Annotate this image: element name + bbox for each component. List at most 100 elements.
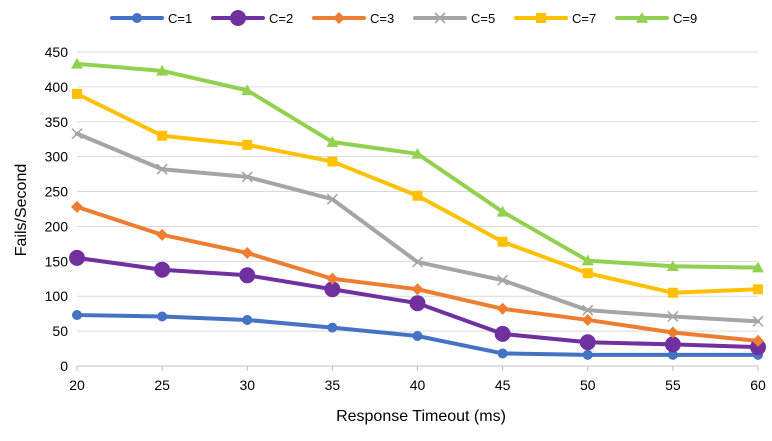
data-point-c3 xyxy=(411,283,424,296)
marker-stroke xyxy=(582,304,594,316)
y-tick-label: 400 xyxy=(45,79,69,95)
x-tick-label: 45 xyxy=(495,377,511,393)
legend: C=1 C=2 C=3 C=5 C=7 C=9 xyxy=(110,10,697,26)
x-tick-label: 20 xyxy=(69,377,85,393)
axes: 0 50 100 150 200 250 300 350 400 450 20 25 30 35 40 45 5… xyxy=(45,44,766,393)
y-tick-label: 250 xyxy=(45,184,69,200)
data-point-c3 xyxy=(496,302,509,315)
data-point-c7 xyxy=(327,156,338,167)
x-tick-label: 50 xyxy=(580,377,596,393)
data-point-c5 xyxy=(156,163,168,175)
data-point-c7 xyxy=(72,88,82,99)
data-point-c1 xyxy=(667,349,678,360)
data-point-c2 xyxy=(664,336,681,353)
data-point-c7 xyxy=(582,268,593,279)
data-point-c3 xyxy=(156,228,169,241)
data-point-c5 xyxy=(497,274,509,286)
legend-swatch-marker xyxy=(636,12,648,23)
x-tick-label: 40 xyxy=(410,377,426,393)
y-tick-label: 0 xyxy=(60,358,68,374)
legend-label: C=5 xyxy=(471,11,495,26)
y-tick-label: 450 xyxy=(45,44,69,60)
data-point-c9 xyxy=(496,205,509,217)
y-tick-label: 150 xyxy=(45,253,69,269)
legend-item-c5: C=5 xyxy=(413,11,495,26)
legend-item-c2: C=2 xyxy=(211,10,293,26)
legend-item-c9: C=9 xyxy=(615,11,697,26)
y-tick-label: 350 xyxy=(45,114,69,130)
data-point-c1 xyxy=(412,330,423,341)
marker-stroke xyxy=(71,128,83,140)
x-tick-label: 30 xyxy=(239,377,255,393)
series-markers xyxy=(69,57,766,360)
data-point-c9 xyxy=(752,261,764,273)
data-point-c5 xyxy=(326,193,338,205)
data-point-c7 xyxy=(242,139,253,150)
x-axis-title: Response Timeout (ms) xyxy=(336,408,506,425)
marker-stroke xyxy=(752,315,764,327)
marker-stroke xyxy=(411,256,424,268)
data-point-c2 xyxy=(239,267,256,284)
data-point-c5 xyxy=(752,315,764,327)
legend-label: C=3 xyxy=(370,11,394,26)
data-point-c9 xyxy=(156,64,169,76)
data-point-c1 xyxy=(72,310,82,321)
data-point-c7 xyxy=(157,130,168,141)
y-tick-label: 50 xyxy=(52,323,68,339)
data-point-c3 xyxy=(752,334,764,347)
marker-stroke xyxy=(667,310,679,323)
data-point-c5 xyxy=(582,304,594,316)
y-axis-title: Fails/Second xyxy=(13,164,30,257)
data-point-c2 xyxy=(409,295,426,312)
data-point-c7 xyxy=(412,190,423,201)
y-tick-label: 200 xyxy=(45,218,69,234)
legend-swatch-marker xyxy=(434,12,446,24)
data-point-c7 xyxy=(497,236,508,247)
data-point-c7 xyxy=(753,284,763,295)
marker-stroke xyxy=(434,12,446,24)
data-point-c2 xyxy=(69,249,85,266)
x-tick-label: 60 xyxy=(750,377,766,393)
legend-item-c1: C=1 xyxy=(110,11,192,26)
y-tick-label: 300 xyxy=(45,149,69,165)
data-point-c2 xyxy=(750,339,766,356)
data-point-c3 xyxy=(666,326,679,339)
marker-stroke xyxy=(326,193,338,205)
legend-label: C=1 xyxy=(168,11,192,26)
data-point-c9 xyxy=(241,84,254,96)
legend-swatch-marker xyxy=(333,12,345,24)
data-point-c1 xyxy=(582,349,593,360)
x-tick-label: 55 xyxy=(665,377,681,393)
series-line-c3 xyxy=(75,204,760,343)
data-point-c2 xyxy=(579,334,596,351)
data-point-c1 xyxy=(242,314,253,325)
x-tick-label: 25 xyxy=(154,377,170,393)
legend-item-c7: C=7 xyxy=(514,11,596,26)
data-point-c9 xyxy=(581,254,594,266)
legend-item-c3: C=3 xyxy=(312,11,394,26)
legend-label: C=9 xyxy=(673,11,697,26)
legend-swatch-marker xyxy=(132,13,142,23)
marker-stroke xyxy=(497,274,509,286)
marker-stroke xyxy=(156,163,168,175)
data-point-c5 xyxy=(241,171,253,183)
data-point-c1 xyxy=(327,322,338,333)
data-point-c1 xyxy=(157,311,168,322)
data-point-c2 xyxy=(494,325,511,342)
y-tick-label: 100 xyxy=(45,288,69,304)
marker-stroke xyxy=(241,171,253,183)
data-point-c5 xyxy=(71,128,83,140)
data-point-c2 xyxy=(324,281,341,298)
data-point-c3 xyxy=(326,272,339,285)
data-point-c1 xyxy=(497,348,508,359)
data-point-c3 xyxy=(71,200,83,213)
data-point-c3 xyxy=(581,313,594,326)
data-point-c7 xyxy=(667,287,678,298)
legend-swatch-marker xyxy=(230,10,246,26)
legend-label: C=2 xyxy=(269,11,293,26)
data-point-c5 xyxy=(667,310,679,323)
data-point-c9 xyxy=(326,136,339,147)
data-point-c9 xyxy=(411,147,424,159)
